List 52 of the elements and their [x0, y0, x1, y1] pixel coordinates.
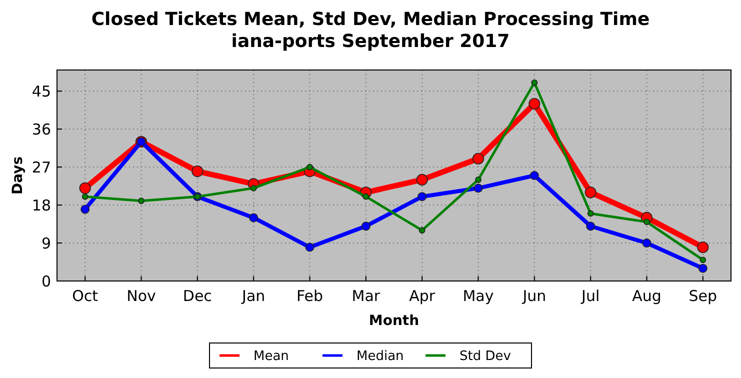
point — [528, 98, 540, 110]
y-tick-label: 45 — [32, 82, 51, 100]
x-tick-label: Oct — [72, 287, 98, 305]
y-tick-label: 9 — [41, 234, 51, 252]
point — [472, 152, 484, 164]
point — [698, 264, 708, 273]
point — [418, 192, 427, 202]
point — [250, 184, 257, 192]
x-tick-label: Feb — [296, 287, 324, 305]
x-tick-label: Jul — [580, 287, 600, 305]
point — [530, 171, 539, 180]
legend-label: Std Dev — [460, 349, 512, 364]
point — [192, 165, 204, 178]
y-tick-label: 18 — [32, 196, 51, 214]
point — [418, 227, 426, 234]
legend-label: Median — [356, 349, 404, 364]
x-tick-label: Aug — [632, 287, 662, 305]
legend-label: Mean — [254, 349, 289, 364]
point — [586, 222, 596, 231]
point — [697, 241, 709, 254]
point — [642, 238, 652, 248]
point — [138, 198, 144, 204]
x-tick-label: Nov — [126, 287, 156, 305]
point — [79, 182, 91, 194]
point — [475, 176, 482, 183]
point — [361, 222, 370, 231]
y-tick-label: 36 — [32, 120, 51, 138]
x-tick-label: Sep — [688, 287, 718, 305]
x-tick-label: Jun — [522, 287, 546, 305]
x-axis-title: Month — [368, 313, 420, 329]
x-tick-label: Jan — [241, 287, 266, 305]
point — [474, 184, 483, 193]
point — [584, 186, 596, 198]
y-tick-label: 0 — [41, 272, 51, 290]
point — [306, 164, 313, 170]
point — [700, 256, 706, 264]
point — [249, 213, 258, 222]
point — [416, 174, 428, 186]
point — [80, 204, 90, 214]
point — [362, 193, 370, 200]
point — [644, 218, 650, 226]
point — [587, 210, 594, 217]
point — [305, 242, 314, 252]
x-tick-label: Dec — [182, 287, 212, 305]
x-tick-label: Mar — [352, 287, 381, 305]
y-axis-title: Days — [10, 156, 26, 195]
point — [531, 79, 538, 86]
chart-title: Closed Tickets Mean, Std Dev, Median Processing Time iana-ports September 2017 — [91, 9, 650, 52]
x-tick-label: May — [462, 287, 494, 305]
point — [82, 193, 88, 200]
x-tick-label: Apr — [409, 287, 436, 305]
y-tick-label: 27 — [32, 158, 51, 176]
